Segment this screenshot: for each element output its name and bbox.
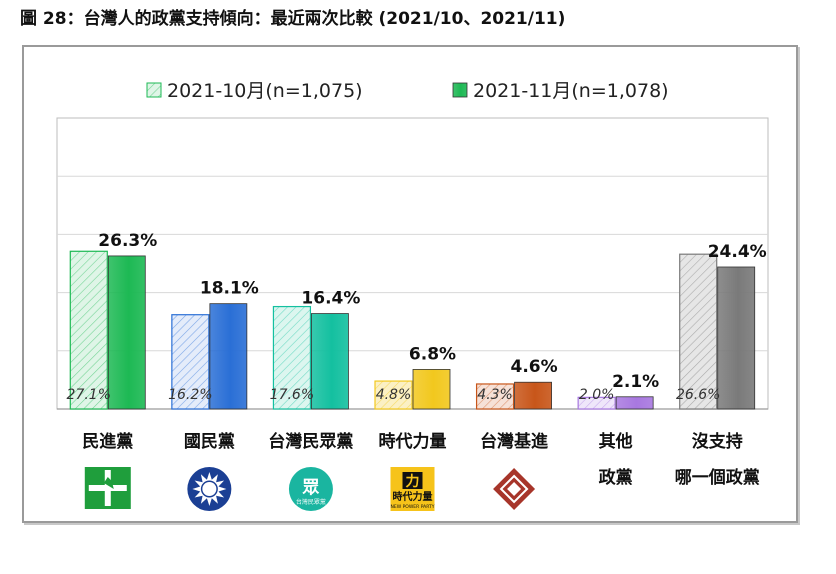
tpp-logo-text: 台灣民眾黨	[296, 498, 326, 506]
npp-logo-en: NEW POWER PARTY	[391, 504, 435, 510]
category-label-npp: 時代力量	[379, 431, 447, 452]
label-nov-none: 24.4%	[708, 242, 767, 262]
dpp-logo-icon	[84, 467, 131, 509]
tsp-logo-icon	[493, 468, 536, 510]
label-nov-tpp: 16.4%	[301, 289, 360, 309]
category-label-none: 沒支持	[692, 431, 743, 452]
legend: 2021-10月(n=1,075) 2021-11月(n=1,078)	[146, 80, 669, 102]
bar-oct-dpp	[69, 250, 108, 410]
label-oct-none: 26.6%	[676, 387, 720, 403]
bar-oct-tsp	[475, 383, 515, 410]
plot-area	[56, 117, 769, 410]
category-label-other: 其他	[599, 431, 633, 452]
bar-nov-dpp	[107, 255, 146, 410]
label-nov-tsp: 4.6%	[510, 357, 557, 377]
label-oct-other: 2.0%	[579, 387, 615, 403]
label-nov-other: 2.1%	[612, 372, 659, 392]
legend-label-oct: 2021-10月(n=1,075)	[167, 80, 363, 102]
tpp-logo-mark: 眾	[301, 478, 319, 498]
category-label-none: 哪一個政黨	[675, 467, 760, 488]
bars	[69, 250, 756, 410]
bar-nov-tsp	[514, 381, 552, 410]
legend-swatch-nov	[452, 82, 468, 98]
bar-oct-kmt	[171, 314, 210, 410]
legend-label-nov: 2021-11月(n=1,078)	[473, 80, 669, 102]
bar-nov-other	[615, 396, 654, 410]
label-nov-kmt: 18.1%	[200, 279, 259, 299]
bar-oct-none	[679, 253, 718, 410]
label-oct-npp: 4.8%	[376, 387, 412, 403]
bar-oct-tpp	[272, 305, 312, 410]
bar-oct-other	[577, 396, 616, 410]
label-nov-npp: 6.8%	[409, 344, 456, 364]
data-labels: 27.1% 26.3% 16.2% 18.1% 17.6% 16.4% 4.8% 6.8% 4.…	[67, 231, 767, 403]
category-label-tpp: 台灣民眾黨	[268, 431, 353, 452]
npp-logo-name: 時代力量	[393, 490, 433, 503]
label-oct-kmt: 16.2%	[168, 387, 212, 403]
grid-lines	[56, 117, 769, 410]
page-title: 圖 28：台灣人的政黨支持傾向：最近兩次比較 (2021/10、2021/11)	[20, 9, 566, 29]
category-label-kmt: 國民黨	[184, 431, 235, 452]
category-label-dpp: 民進黨	[82, 431, 133, 452]
bar-nov-tpp	[311, 313, 349, 410]
bar-nov-none	[717, 266, 756, 410]
bar-nov-npp	[412, 369, 451, 410]
label-nov-dpp: 26.3%	[98, 231, 157, 251]
npp-logo-mark: 力	[406, 473, 420, 490]
bar-oct-npp	[374, 380, 413, 410]
label-oct-tpp: 17.6%	[270, 387, 314, 403]
category-label-other: 政黨	[599, 467, 633, 488]
legend-swatch-oct	[146, 82, 162, 98]
chart-frame	[22, 45, 798, 523]
category-label-tsp: 台灣基進	[480, 431, 548, 452]
kmt-logo-icon	[187, 467, 232, 511]
label-oct-dpp: 27.1%	[67, 387, 111, 403]
bar-nov-kmt	[209, 303, 248, 410]
label-oct-tsp: 4.3%	[477, 387, 513, 403]
